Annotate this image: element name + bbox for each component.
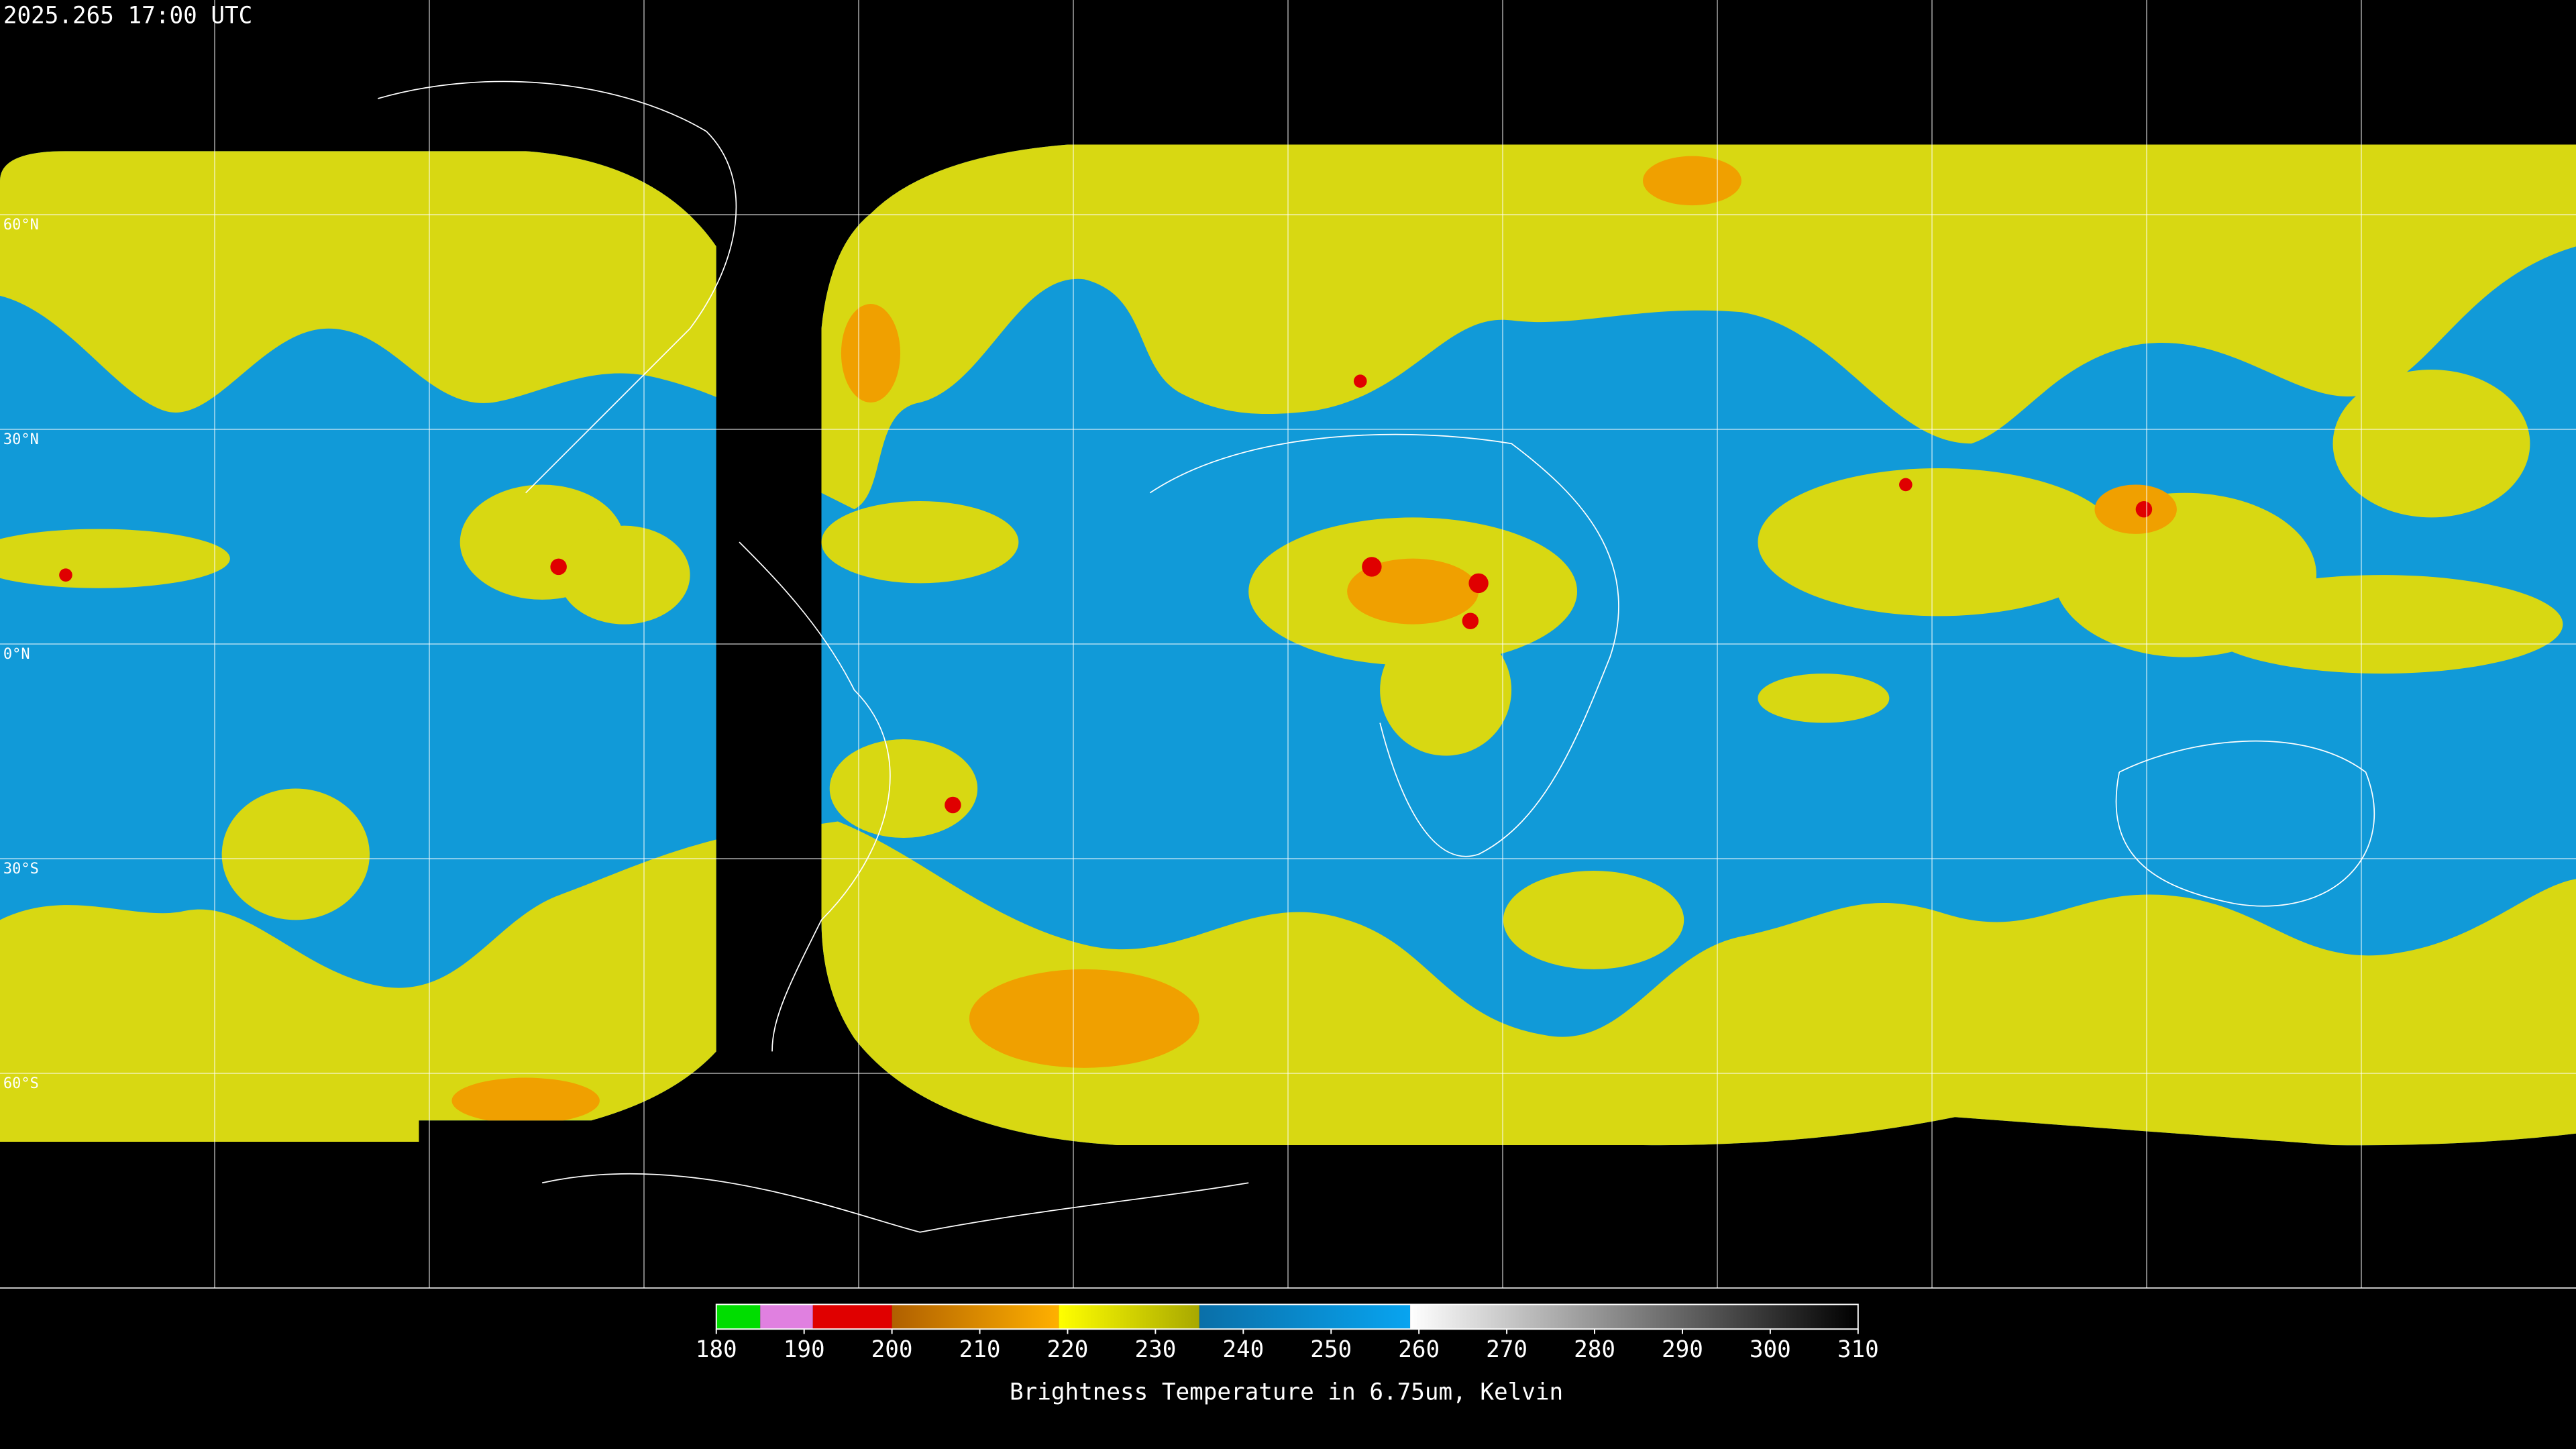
colorbar-tick-label: 250 bbox=[1310, 1336, 1352, 1363]
colorbar-band bbox=[1059, 1304, 1199, 1330]
latitude-label: 0°N bbox=[3, 646, 30, 663]
latitude-label: 30°N bbox=[3, 431, 39, 448]
colorbar-band bbox=[1199, 1304, 1411, 1330]
colorbar-tick-label: 240 bbox=[1222, 1336, 1264, 1363]
colorbar-band bbox=[892, 1304, 1059, 1330]
colorbar-band bbox=[1410, 1304, 1858, 1330]
colorbar-tick-label: 230 bbox=[1134, 1336, 1176, 1363]
colorbar-band bbox=[716, 1304, 761, 1330]
colorbar-tick-label: 280 bbox=[1574, 1336, 1615, 1363]
colorbar-tick-label: 310 bbox=[1837, 1336, 1879, 1363]
colorbar-tick-label: 300 bbox=[1750, 1336, 1791, 1363]
colorbar-tick-label: 270 bbox=[1486, 1336, 1527, 1363]
colorbar-tick-label: 200 bbox=[871, 1336, 913, 1363]
colorbar-frame bbox=[715, 1303, 1859, 1330]
colorbar-tick-label: 220 bbox=[1047, 1336, 1089, 1363]
colorbar-tick-label: 190 bbox=[784, 1336, 825, 1363]
colorbar-band bbox=[760, 1304, 813, 1330]
colorbar-band bbox=[812, 1304, 892, 1330]
colorbar-tick-label: 210 bbox=[959, 1336, 1001, 1363]
colorbar-tick-label: 260 bbox=[1398, 1336, 1440, 1363]
latitude-label: 60°S bbox=[3, 1075, 39, 1092]
colorbar-title: Brightness Temperature in 6.75um, Kelvin bbox=[1010, 1379, 1563, 1406]
timestamp: 2025.265 17:00 UTC bbox=[3, 2, 252, 29]
graticule: 60°N 30°N 0°N 30°S 60°S bbox=[0, 0, 2576, 1289]
colorbar-tick-label: 180 bbox=[696, 1336, 737, 1363]
latitude-label: 60°N bbox=[3, 217, 39, 233]
latitude-label: 30°S bbox=[3, 861, 39, 877]
colorbar: 180 190 200 210 220 230 240 250 260 270 280 290 300 3… bbox=[696, 1303, 1879, 1363]
colorbar-tick-label: 290 bbox=[1662, 1336, 1703, 1363]
coastlines bbox=[378, 80, 2375, 1233]
